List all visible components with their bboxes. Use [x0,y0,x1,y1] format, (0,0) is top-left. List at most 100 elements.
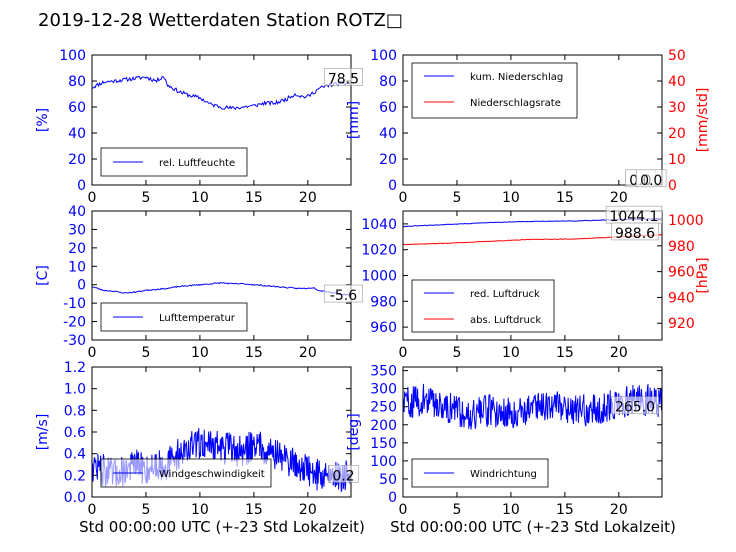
y-axis-label: [%] [35,108,51,132]
y-tick-label-right: 920 [668,316,695,332]
value-annotation: -5.6 [330,288,357,304]
y-tick-label: 0 [77,178,86,194]
y-tick-label: -30 [63,333,86,349]
y-axis-label: [mm] [346,101,362,139]
chart-panel-wind-direction: 0 5 10 15 20050100150200250300350[deg]Windri… [346,364,663,518]
x-axis-label-left: Std 00:00:00 UTC (+-23 Std Lokalzeit) [79,518,365,536]
legend-label: red. Luftdruck [470,289,540,300]
y-tick-label-right: 960 [668,265,695,281]
chart-panel-wind-speed: 0 5 10 15 20 0.0 0.2 0.4 0.6 0.8 1.0 1.2 [m/s] Windge… [35,360,359,518]
y-tick-label: 10 [68,259,86,275]
y-tick-label: 1.2 [64,360,86,376]
y-tick-label-right: 1000 [668,213,704,229]
y-tick-label: 40 [68,126,86,142]
legend-label: Niederschlagsrate [470,98,561,109]
value-annotation: 988.6 [615,226,655,242]
y-tick-label: 100 [370,48,397,64]
legend-label: kum. Niederschlag [470,72,563,83]
y-tick-label-right: 940 [668,290,695,306]
y-tick-label: 0.6 [64,425,86,441]
figure-title: 2019-12-28 Wetterdaten Station ROTZ□ [38,10,403,31]
chart-panel-temperature: 0 5 10 15 20 -30 -20 -10 0 10 20 30 40 [C] Lufttempera… [35,204,363,361]
y-tick-label: 30 [68,222,86,238]
y-tick-label-right: 50 [668,48,686,64]
x-tick-label: 20 [299,502,317,518]
value-annotation-box [328,465,359,483]
series-line-wind-direction-0 [403,383,662,430]
value-annotation-box [636,169,667,188]
y-tick-label: 1040 [361,217,397,233]
x-tick-label: 10 [191,190,209,206]
plot-frame [91,54,352,186]
plot-frame [91,210,352,341]
y-tick-label-right: 0 [668,178,677,194]
x-tick-label: 15 [245,502,263,518]
x-tick-label: 10 [502,502,520,518]
value-annotation: 78.5 [328,71,359,87]
y-tick-label-right: 30 [668,100,686,116]
x-tick-label: 15 [556,190,574,206]
y-tick-label: 80 [379,74,397,90]
y-tick-label: 20 [68,241,86,257]
legend-box [411,62,578,119]
x-axis-label-right: Std 00:00:00 UTC (+-23 Std Lokalzeit) [390,518,676,536]
legend-label: abs. Luftdruck [470,315,541,326]
value-annotation-box [611,396,659,415]
x-tick-label: 5 [141,190,150,206]
series-line-wind-speed-0 [92,428,351,493]
y-tick-label-right: 20 [668,126,686,142]
legend-label: Windrichtung [470,469,537,480]
x-tick-label: 15 [556,502,574,518]
y-tick-label: 0 [388,178,397,194]
x-tick-label: 0 [399,345,408,361]
y-tick-label: 0.2 [64,468,86,484]
y-tick-label: 980 [370,294,397,310]
y-tick-label: 40 [379,126,397,142]
series-line-humidity-0 [92,75,351,111]
y-tick-label: 0.0 [64,490,86,506]
y-axis-label-right: [mm/std] [695,88,711,153]
x-tick-label: 5 [452,190,461,206]
y-tick-label: 200 [370,418,397,434]
value-annotation-box [611,222,659,241]
x-tick-label: 10 [191,502,209,518]
y-tick-label: 0 [77,278,86,294]
y-tick-label: 300 [370,382,397,398]
x-tick-label: 20 [610,345,628,361]
x-tick-label: 10 [502,345,520,361]
legend-label: Windgeschwindigkeit [159,469,265,480]
chart-panel-precipitation: 0 5 10 15 20 0 20 40 60 80 100 0 10 20 30 40 50 [mm] [mm/s… [346,48,711,206]
x-tick-label: 15 [245,345,263,361]
y-tick-label: 1020 [361,243,397,259]
y-tick-label: 20 [379,152,397,168]
y-tick-label: 100 [59,48,86,64]
chart-panel-pressure: 0 5 10 15 20 960 980 1000 1020 1040 920 940 960 980 10… [361,205,711,361]
y-tick-label: -10 [63,296,86,312]
y-tick-label: 1.0 [64,382,86,398]
value-annotation: 0.0 [640,173,662,189]
y-tick-label: 100 [370,454,397,470]
x-tick-label: 10 [191,345,209,361]
y-tick-label: 40 [68,204,86,220]
x-tick-label: 20 [610,190,628,206]
y-tick-label: 0.4 [64,447,86,463]
x-tick-label: 0 [399,190,408,206]
value-annotation: 0.2 [332,468,354,484]
y-tick-label: 60 [379,100,397,116]
x-tick-label: 5 [452,345,461,361]
y-axis-label: [C] [35,265,51,286]
value-annotation: 1044.1 [609,209,658,225]
x-tick-label: 20 [299,345,317,361]
y-tick-label-right: 40 [668,74,686,90]
y-tick-label: 250 [370,400,397,416]
y-tick-label: 50 [379,472,397,488]
y-tick-label-right: 980 [668,239,695,255]
x-tick-label: 5 [452,502,461,518]
x-tick-label: 15 [245,190,263,206]
y-tick-label: 60 [68,100,86,116]
y-tick-label: 80 [68,74,86,90]
plot-frame [402,366,663,498]
x-tick-label: 0 [399,502,408,518]
legend-label: rel. Luftfeuchte [159,158,235,169]
